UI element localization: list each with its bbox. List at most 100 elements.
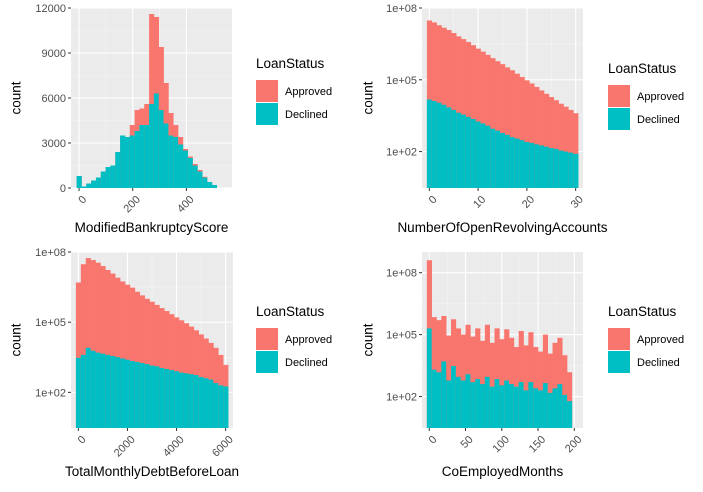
bar-declined [441, 361, 447, 428]
bar-approved [552, 342, 558, 428]
bar-declined [552, 388, 558, 428]
bar-declined [494, 379, 500, 428]
bar-declined [168, 135, 174, 188]
bar-declined [115, 357, 121, 428]
bar-declined [159, 368, 165, 428]
bar-declined [465, 116, 472, 188]
bar-declined [513, 386, 519, 428]
y-axis: 1e+02 1e+05 1e+08 [386, 3, 422, 159]
legend-label-declined: Declined [285, 109, 328, 121]
bar-declined [568, 152, 574, 188]
bar-approved [80, 264, 87, 428]
x-tick-label: 2000 [112, 434, 138, 460]
bar-declined [149, 365, 155, 428]
bar-approved [120, 281, 126, 428]
bar-approved [461, 39, 467, 188]
y-tick-label: 1e+05 [386, 330, 417, 342]
legend: LoanStatus Approved Declined [608, 304, 684, 373]
x-axis: 0 200 400 [76, 188, 197, 215]
bar-approved [504, 67, 511, 188]
bar-declined [90, 350, 96, 428]
bar-approved [139, 295, 145, 428]
y-tick-label: 1e+05 [35, 317, 66, 329]
bar-declined [95, 177, 102, 188]
bar-declined [202, 177, 208, 188]
bar-declined [426, 328, 432, 428]
bar-declined [208, 379, 214, 428]
bar-approved [553, 100, 559, 188]
y-tick-label: 9000 [42, 48, 66, 60]
bar-declined [539, 145, 545, 188]
bar-declined [76, 176, 82, 188]
x-tick-label: 30 [569, 194, 586, 211]
x-axis: 0 10 20 30 [427, 188, 586, 211]
bar-declined [489, 386, 495, 428]
legend-key-approved [256, 328, 278, 350]
bar-declined [193, 375, 199, 428]
x-tick-label: 0 [427, 434, 440, 447]
x-axis-title: NumberOfOpenRevolvingAccounts [397, 220, 607, 235]
bar-declined [461, 114, 467, 188]
histogram-bars [426, 260, 573, 428]
y-axis: 1e+02 1e+05 1e+08 [35, 247, 71, 399]
bar-approved [144, 298, 150, 428]
bar-approved [499, 339, 505, 428]
bar-declined [431, 369, 437, 428]
bar-declined [518, 382, 524, 428]
bar-declined [174, 371, 180, 428]
bar-declined [192, 165, 198, 188]
y-tick-label: 6000 [42, 93, 66, 105]
bar-declined [436, 372, 442, 428]
x-axis-title: CoEmployedMonths [442, 464, 564, 479]
bar-declined [533, 388, 539, 428]
legend-key-approved [608, 85, 630, 107]
bar-approved [547, 353, 553, 428]
histogram-bars [426, 20, 579, 189]
bar-declined [110, 355, 116, 428]
bar-approved [105, 270, 111, 428]
bar-declined [485, 125, 491, 188]
bar-approved [524, 80, 530, 188]
bar-declined [480, 384, 486, 428]
bar-approved [470, 45, 476, 189]
bar-declined [547, 392, 553, 428]
bar-approved [500, 64, 506, 188]
bar-declined [470, 382, 476, 428]
bar-approved [456, 36, 462, 188]
legend-title: LoanStatus [608, 304, 677, 319]
bar-declined [124, 137, 131, 188]
legend-title: LoanStatus [608, 61, 677, 76]
bar-approved [562, 355, 568, 428]
bar-declined [125, 359, 131, 428]
bar-declined [105, 167, 111, 188]
x-tick-label: 400 [175, 194, 196, 215]
bar-declined [470, 118, 476, 188]
bar-approved [85, 258, 91, 428]
bar-approved [494, 328, 500, 428]
x-tick-label: 50 [459, 434, 476, 451]
bar-approved [100, 266, 106, 428]
legend-key-declined [256, 351, 278, 373]
bar-declined [182, 150, 189, 188]
bar-declined [548, 148, 555, 188]
bar-declined [179, 372, 185, 428]
x-tick-label: 0 [427, 194, 440, 207]
bar-declined [203, 378, 209, 428]
bar-declined [211, 185, 218, 188]
y-tick-label: 3000 [42, 138, 66, 150]
bar-declined [198, 377, 204, 428]
bar-declined [154, 366, 160, 428]
x-tick-label: 10 [471, 194, 488, 211]
bar-approved [484, 324, 490, 428]
bar-declined [484, 376, 490, 428]
bar-declined [134, 361, 141, 428]
y-axis: 0 3000 6000 9000 12000 [35, 3, 71, 195]
bar-declined [163, 123, 169, 188]
bar-declined [451, 366, 457, 428]
bar-declined [223, 386, 229, 428]
bar-approved [509, 70, 515, 188]
bar-declined [460, 380, 466, 428]
legend-title: LoanStatus [256, 56, 325, 71]
bar-declined [465, 374, 471, 428]
